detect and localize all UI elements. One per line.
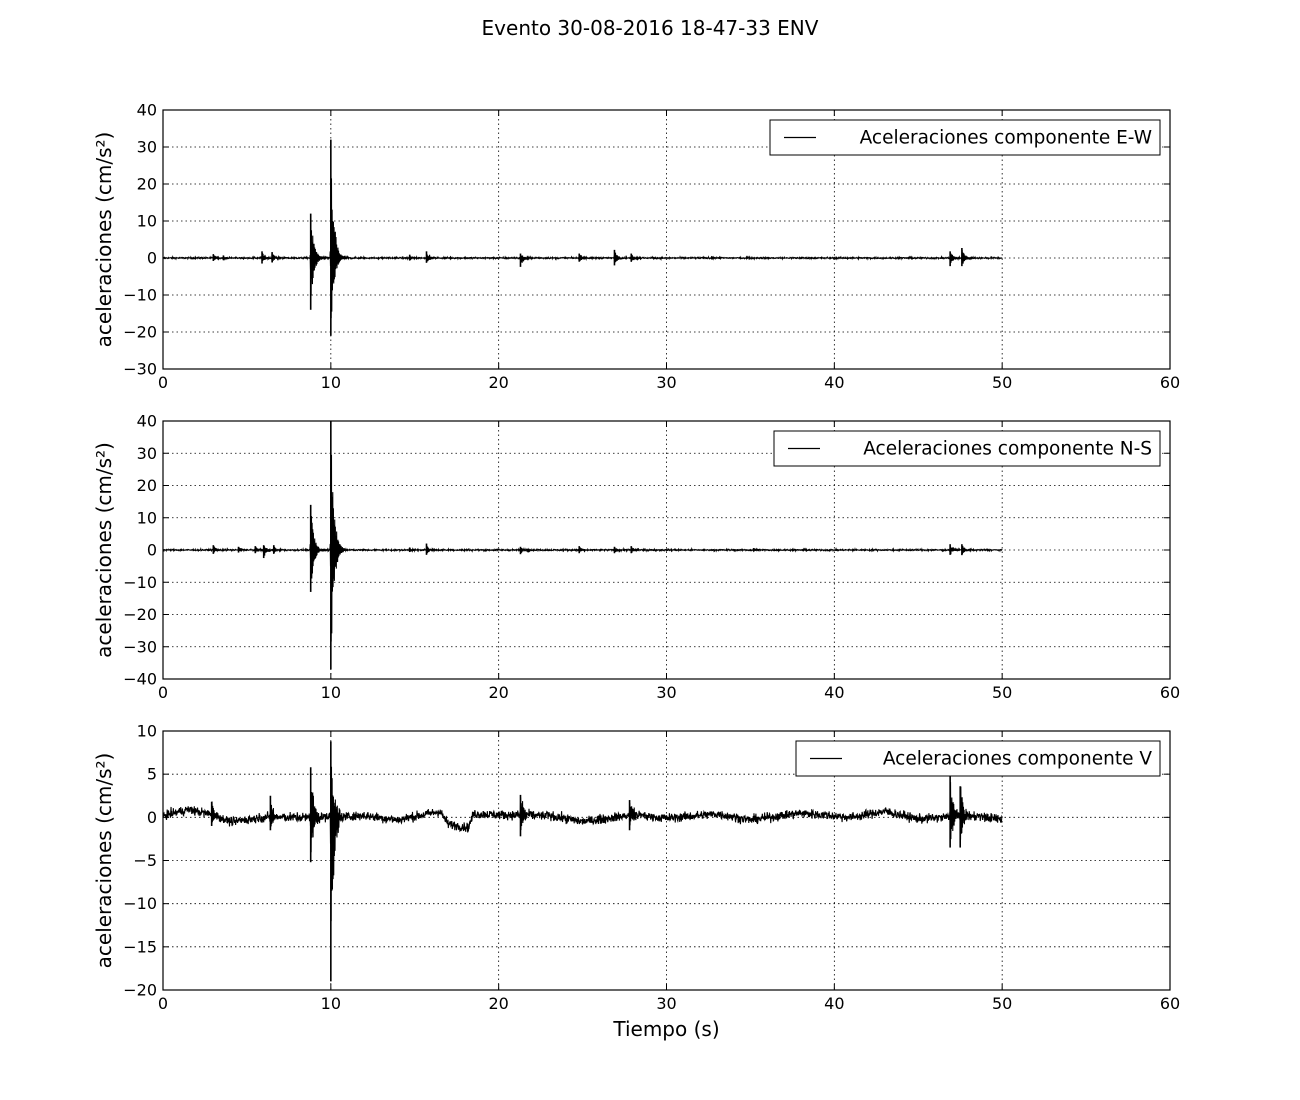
chart-panel-1: Aceleraciones componente E-W 0 10 20 30 40 50 6… [92,101,1180,393]
x-tick-label: 60 [1160,683,1180,702]
legend: Aceleraciones componente V [795,740,1161,777]
x-tick-label: 40 [824,683,844,702]
x-tick-label: 10 [321,994,341,1013]
y-tick-label: −30 [123,360,157,379]
chart-panel-2: Aceleraciones componente N-S 0 10 20 30 40 50 6… [92,412,1180,703]
y-tick-label: −10 [123,286,157,305]
series-line [162,454,1003,642]
x-tick-label: 40 [824,994,844,1013]
x-tick-label: 60 [1160,373,1180,392]
y-tick-label: 20 [137,476,157,495]
y-tick-label: −5 [133,851,157,870]
y-tick-label: 0 [147,808,157,827]
legend-box [773,430,1161,467]
x-tick-label: 10 [321,683,341,702]
y-tick-label: −20 [123,323,157,342]
y-axis-label: aceleraciones (cm/s²) [92,442,116,658]
legend: Aceleraciones componente N-S [773,430,1161,467]
y-axis-label: aceleraciones (cm/s²) [92,132,116,348]
figure-title: Evento 30-08-2016 18-47-33 ENV [481,16,819,40]
y-tick-label: 0 [147,249,157,268]
y-tick-label: 30 [137,138,157,157]
y-tick-label: 5 [147,765,157,784]
series-line [162,178,1003,319]
y-tick-label: −20 [123,605,157,624]
y-tick-label: 10 [137,722,157,741]
y-tick-label: −10 [123,894,157,913]
y-axis-label: aceleraciones (cm/s²) [92,753,116,969]
x-tick-label: 30 [656,683,676,702]
x-tick-label: 50 [992,994,1012,1013]
y-tick-label: 40 [137,412,157,431]
x-tick-label: 0 [158,373,168,392]
legend-box [795,740,1161,777]
y-tick-label: −10 [123,573,157,592]
x-tick-label: 0 [158,994,168,1013]
series-line [162,747,1003,922]
x-tick-label: 30 [656,994,676,1013]
legend-entry: Aceleraciones componente E-W [860,128,1152,149]
y-tick-label: 20 [137,175,157,194]
y-tick-label: −15 [123,937,157,956]
y-tick-label: 30 [137,444,157,463]
x-axis-label: Tiempo (s) [612,1017,719,1041]
x-tick-label: 20 [488,994,508,1013]
x-tick-label: 10 [321,373,341,392]
legend-entry: Aceleraciones componente N-S [863,439,1152,460]
x-tick-label: 20 [488,683,508,702]
y-tick-label: −40 [123,670,157,689]
legend-entry: Aceleraciones componente V [883,749,1153,770]
legend: Aceleraciones componente E-W [769,119,1161,156]
x-tick-label: 20 [488,373,508,392]
y-tick-label: 10 [137,508,157,527]
y-tick-label: −20 [123,981,157,1000]
y-tick-label: 0 [147,541,157,560]
x-tick-label: 0 [158,683,168,702]
y-tick-label: 10 [137,212,157,231]
legend-box [769,119,1161,156]
x-tick-label: 60 [1160,994,1180,1013]
y-tick-label: 40 [137,101,157,120]
x-tick-label: 50 [992,373,1012,392]
x-tick-label: 50 [992,683,1012,702]
y-tick-label: −30 [123,637,157,656]
x-tick-label: 30 [656,373,676,392]
x-tick-label: 40 [824,373,844,392]
chart-panel-3: Aceleraciones componente V0 10 20 30 40 50 60−… [92,722,1180,1042]
